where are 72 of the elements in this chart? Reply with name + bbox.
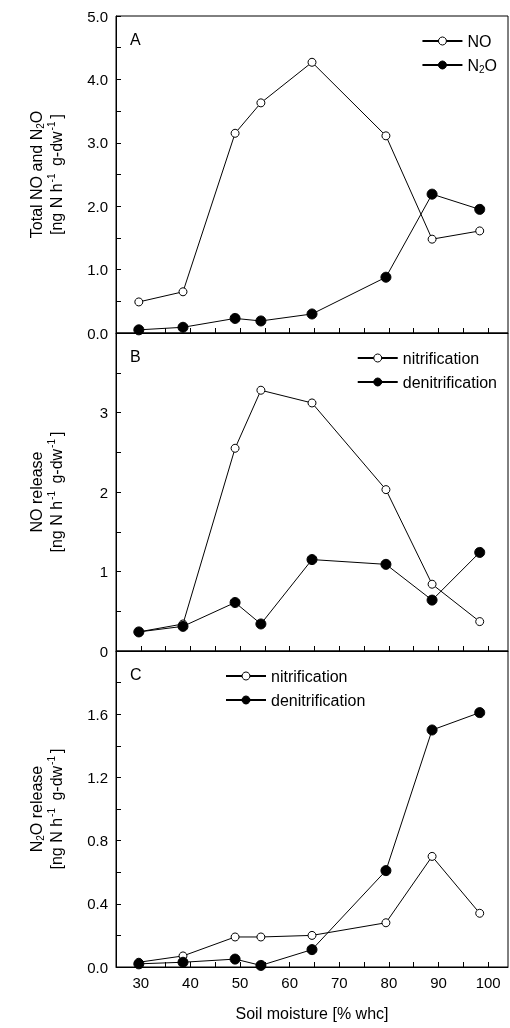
y-tick-label: 1.6 xyxy=(87,705,108,723)
point xyxy=(475,226,485,236)
point xyxy=(427,851,437,861)
y-tick-label: 0.0 xyxy=(87,324,108,342)
y-tick-label: 0.4 xyxy=(87,895,108,913)
y-tick-label: 0 xyxy=(99,642,108,660)
x-tick-label: 90 xyxy=(430,974,447,991)
y-tick-label: 2.0 xyxy=(87,197,108,215)
point xyxy=(177,321,189,333)
point xyxy=(306,554,318,566)
x-axis-title: Soil moisture [% whc] xyxy=(235,1004,389,1022)
point xyxy=(229,597,241,608)
annotation: A xyxy=(130,30,141,48)
x-tick-label: 60 xyxy=(281,974,299,991)
x-tick-label: 80 xyxy=(380,974,398,991)
point xyxy=(256,98,266,108)
y-tick-label: 4.0 xyxy=(87,70,108,88)
point xyxy=(177,956,189,968)
point xyxy=(474,203,486,215)
legend-label: nitrification xyxy=(402,349,480,367)
point xyxy=(306,944,318,956)
x-tick-label: 50 xyxy=(231,974,249,991)
y-tick-label: 1 xyxy=(99,563,108,580)
annotation: C xyxy=(130,665,142,683)
point xyxy=(134,297,144,307)
point xyxy=(256,932,266,942)
y-tick-label: 0.8 xyxy=(87,832,108,850)
point xyxy=(475,617,485,627)
y-tick-label: 3 xyxy=(99,404,108,421)
legend-label: denitrification xyxy=(271,691,366,709)
point xyxy=(306,308,318,320)
point xyxy=(229,953,241,965)
legend-label: nitrification xyxy=(271,667,348,685)
point xyxy=(380,558,392,570)
point xyxy=(307,930,317,940)
point xyxy=(381,131,391,141)
x-tick-label: 40 xyxy=(182,974,199,991)
point xyxy=(380,865,392,877)
annotation: B xyxy=(130,347,141,365)
point xyxy=(229,312,241,324)
x-tick-label: 70 xyxy=(330,974,348,991)
point xyxy=(380,271,392,283)
y-tick-label: 0.0 xyxy=(87,958,108,976)
point xyxy=(255,618,267,630)
y-tick-label: 1.0 xyxy=(87,261,108,279)
point xyxy=(230,443,240,453)
x-tick-label: 100 xyxy=(475,974,501,991)
y-tick-label: 2 xyxy=(99,483,108,501)
point xyxy=(426,594,438,606)
point xyxy=(381,485,391,495)
point xyxy=(255,959,267,971)
point xyxy=(307,398,317,408)
legend-label: NO xyxy=(467,32,492,50)
point xyxy=(230,932,240,942)
point xyxy=(178,287,188,297)
y-tick-label: 3.0 xyxy=(87,134,108,152)
point xyxy=(474,546,486,558)
point xyxy=(426,724,438,736)
y-tick-label: 1.2 xyxy=(87,768,108,786)
point xyxy=(255,315,267,327)
point xyxy=(230,128,240,138)
point xyxy=(427,579,437,589)
point xyxy=(474,707,486,719)
point xyxy=(256,385,266,395)
legend-label: denitrification xyxy=(402,373,498,391)
point xyxy=(426,188,438,200)
x-tick-label: 30 xyxy=(132,974,150,991)
y-tick-label: 5.0 xyxy=(87,7,108,25)
point xyxy=(427,234,437,244)
point xyxy=(307,57,317,67)
point xyxy=(475,908,485,918)
point xyxy=(381,918,391,928)
